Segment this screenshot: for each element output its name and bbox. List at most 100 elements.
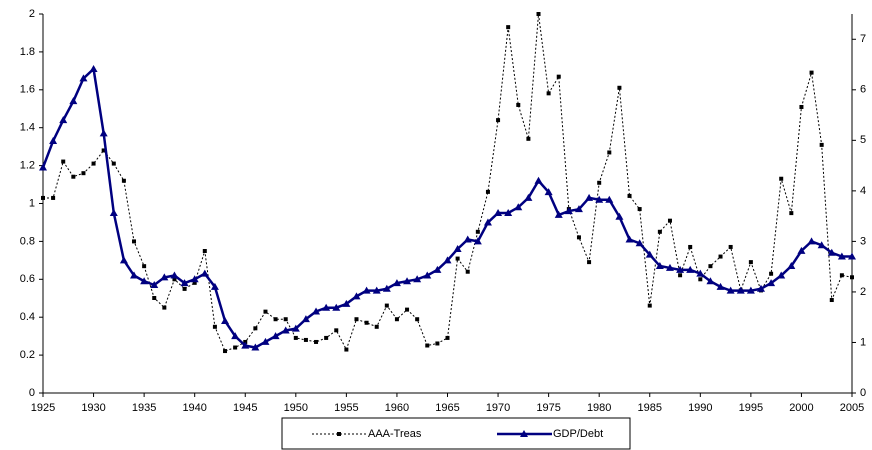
point (657, 229, 662, 234)
point (667, 218, 672, 223)
point (332, 303, 341, 311)
point (647, 303, 652, 308)
point (39, 163, 47, 171)
legend-label: AAA-Treas (368, 428, 422, 440)
y2-tick-label: 5 (860, 134, 866, 146)
point (344, 347, 349, 352)
point (504, 208, 513, 216)
y2-tick-label: 3 (860, 235, 866, 247)
point (817, 241, 826, 249)
point (728, 244, 733, 249)
point (109, 208, 118, 216)
y2-tick-label: 4 (860, 185, 866, 197)
point (99, 129, 108, 137)
point (769, 271, 774, 276)
point (736, 286, 745, 294)
point (283, 317, 288, 322)
point (334, 328, 339, 333)
point (342, 299, 351, 307)
point (526, 136, 531, 141)
point (382, 284, 391, 292)
point (686, 265, 695, 273)
point (615, 212, 624, 220)
point (374, 324, 379, 329)
point (51, 195, 56, 200)
point (506, 25, 511, 30)
point (433, 265, 442, 273)
point (485, 189, 490, 194)
point (91, 161, 96, 166)
point (160, 273, 169, 281)
point (301, 315, 310, 323)
x-tick-label: 2005 (840, 402, 864, 414)
point (190, 275, 199, 283)
point (79, 74, 88, 82)
point (221, 316, 230, 324)
point (465, 269, 470, 274)
point (595, 195, 604, 203)
point (837, 252, 846, 260)
point (445, 335, 450, 340)
point (415, 317, 420, 322)
point (554, 210, 563, 218)
point (253, 326, 258, 331)
point (524, 193, 533, 201)
point (829, 298, 834, 303)
point (463, 235, 472, 243)
point (364, 320, 369, 325)
legend-marker (337, 432, 341, 436)
point (607, 150, 612, 155)
y-tick-label: 2 (29, 8, 35, 20)
point (314, 339, 319, 344)
point (746, 286, 755, 294)
point (827, 248, 836, 256)
point (625, 235, 634, 243)
point (516, 102, 521, 107)
y2-tick-label: 7 (860, 33, 866, 45)
point (534, 176, 543, 184)
point (81, 171, 86, 176)
x-tick-label: 1995 (739, 402, 763, 414)
point (453, 244, 462, 252)
point (223, 349, 228, 354)
legend-marker (520, 430, 528, 437)
x-tick-label: 1990 (688, 402, 712, 414)
point (726, 286, 735, 294)
point (807, 237, 816, 245)
point (556, 74, 561, 79)
y2-tick-label: 2 (860, 286, 866, 298)
point (617, 85, 622, 90)
point (767, 279, 776, 287)
point (392, 279, 401, 287)
point (496, 118, 501, 123)
point (546, 91, 551, 96)
point (101, 148, 106, 153)
point (210, 282, 219, 290)
point (261, 337, 270, 345)
point (372, 286, 381, 294)
point (587, 260, 592, 265)
point (69, 97, 78, 105)
x-tick-label: 1945 (233, 402, 257, 414)
point (251, 343, 260, 351)
legend-label: GDP/Debt (553, 428, 603, 440)
y-tick-label: 0.2 (20, 349, 35, 361)
point (665, 263, 674, 271)
point (423, 271, 432, 279)
point (384, 303, 389, 308)
point (322, 303, 331, 311)
y2-tick-label: 1 (860, 336, 866, 348)
point (162, 305, 167, 310)
series-line (43, 13, 853, 352)
point (655, 262, 664, 270)
point (192, 280, 197, 285)
point (850, 275, 854, 280)
point (202, 249, 207, 254)
point (180, 279, 189, 287)
point (271, 332, 280, 340)
point (688, 244, 693, 249)
point (698, 277, 703, 282)
point (119, 256, 128, 264)
x-tick-label: 1965 (435, 402, 459, 414)
